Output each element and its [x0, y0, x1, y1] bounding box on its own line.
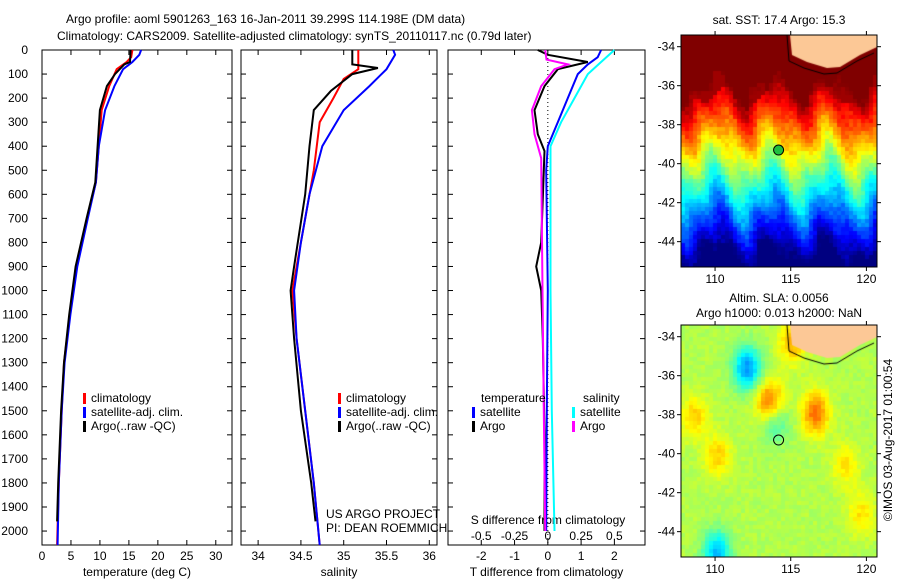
- y-tick-label: 500: [8, 163, 28, 177]
- plot-frame: [41, 49, 233, 546]
- legend-label: satellite-adj. clim.: [91, 405, 183, 419]
- series-line-argo-raw-qc-: [56, 49, 132, 522]
- legend-label: Argo: [480, 419, 506, 433]
- legend-swatch: [338, 393, 341, 404]
- legend-swatch: [472, 407, 475, 418]
- y-tick-label: 400: [8, 139, 28, 153]
- series-line-satellite-adj-clim-: [293, 49, 397, 546]
- title-line-1: Argo profile: aoml 5901263_163 16-Jan-20…: [66, 12, 466, 26]
- x-tick-label: 34: [251, 549, 265, 563]
- series-line-climatology: [56, 49, 134, 546]
- x-axis-label: temperature (deg C): [83, 565, 191, 579]
- x-tick-label: 25: [180, 549, 194, 563]
- legend-swatch: [572, 421, 575, 432]
- x-tick-label: 15: [122, 549, 136, 563]
- plot-frame: [447, 49, 646, 546]
- y-tick-label: 2000: [1, 524, 28, 538]
- x-tick-label: 2: [611, 549, 618, 563]
- y-tick-label: 1400: [1, 380, 28, 394]
- s-tick-label: 0.25: [569, 529, 593, 543]
- x-tick-label: 0: [39, 549, 46, 563]
- s-tick-label: -0.5: [471, 529, 492, 543]
- y-tick-label: 1100: [2, 308, 28, 322]
- y-tick-label: 1700: [1, 452, 28, 466]
- x-tick-label: 30: [209, 549, 223, 563]
- legend-label: Argo(..raw -QC): [91, 419, 176, 433]
- y-tick-label: 1300: [1, 356, 28, 370]
- legend-label: climatology: [91, 391, 151, 405]
- legend-label: climatology: [346, 391, 406, 405]
- y-tick-label: 900: [8, 259, 28, 273]
- series-line-argo-raw-qc-: [289, 50, 379, 522]
- annotation-text: US ARGO PROJECT: [326, 507, 441, 521]
- legend-swatch: [338, 407, 341, 418]
- x-tick-label: -2: [476, 549, 487, 563]
- x-axis-label: T difference from climatology: [470, 565, 624, 579]
- legend-label: satellite-adj. clim.: [346, 405, 438, 419]
- legend-title: temperature: [481, 391, 546, 405]
- legend-swatch: [572, 407, 575, 418]
- legend-swatch: [83, 407, 86, 418]
- x-tick-label: 36: [423, 549, 437, 563]
- y-tick-label: 600: [8, 187, 28, 201]
- x-tick-label: 20: [151, 549, 165, 563]
- x-tick-label: 10: [93, 549, 107, 563]
- plot-frame: [240, 49, 438, 546]
- y-tick-label: 1600: [1, 428, 28, 442]
- series-line-climatology: [291, 50, 360, 546]
- legend-swatch: [472, 421, 475, 432]
- series-line-s-argo: [530, 49, 572, 532]
- legend-label: satellite: [580, 405, 621, 419]
- sst-map-image: [681, 35, 877, 267]
- annotation-text: PI: DEAN ROEMMICH: [326, 521, 447, 535]
- y-tick-label: 800: [8, 235, 28, 249]
- x-tick-label: 5: [68, 549, 75, 563]
- x-tick-label: -1: [509, 549, 520, 563]
- series-line-t-satellite: [545, 49, 603, 532]
- y-tick-label: 200: [8, 91, 28, 105]
- s-tick-label: 0: [544, 529, 551, 543]
- legend-swatch: [338, 421, 341, 432]
- x-tick-label: 1: [578, 549, 585, 563]
- legend-label: Argo(..raw -QC): [346, 419, 431, 433]
- x-tick-label: 0: [544, 549, 551, 563]
- y-tick-label: 1200: [1, 332, 28, 346]
- legend-swatch: [83, 393, 86, 404]
- credit-text: ©IMOS 03-Aug-2017 01:00:54: [881, 358, 895, 522]
- s-tick-label: 0.5: [606, 529, 623, 543]
- y-tick-label: 0: [21, 43, 28, 57]
- x-axis-label: salinity: [321, 565, 358, 579]
- series-line-s-satellite: [549, 49, 616, 532]
- y-tick-label: 1900: [1, 500, 28, 514]
- y-tick-label: 700: [8, 211, 28, 225]
- x-tick-label: 34.5: [289, 549, 313, 563]
- legend-label: Argo: [580, 419, 606, 433]
- y-tick-label: 300: [8, 115, 28, 129]
- y-tick-label: 1500: [1, 404, 28, 418]
- title-line-2: Climatology: CARS2009. Satellite-adjuste…: [57, 29, 532, 43]
- legend-label: satellite: [480, 405, 521, 419]
- legend-swatch: [83, 421, 86, 432]
- y-tick-label: 1000: [1, 284, 28, 298]
- x-tick-label: 35.5: [375, 549, 399, 563]
- y-tick-label: 1800: [1, 476, 28, 490]
- sla-map-image: [681, 325, 877, 557]
- legend-title: salinity: [583, 391, 620, 405]
- s-axis-label: S difference from climatology: [471, 513, 626, 527]
- s-tick-label: -0.25: [501, 529, 529, 543]
- x-tick-label: 35: [337, 549, 351, 563]
- y-tick-label: 100: [8, 67, 28, 81]
